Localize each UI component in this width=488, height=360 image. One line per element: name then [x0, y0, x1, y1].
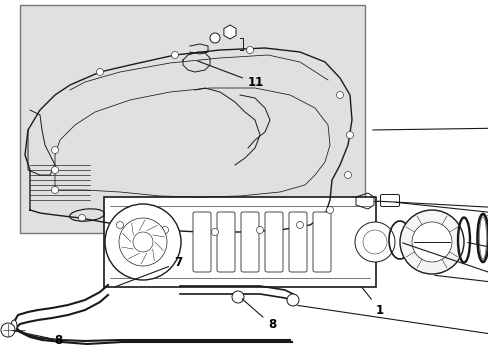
Circle shape	[161, 226, 168, 234]
Circle shape	[326, 207, 333, 213]
Circle shape	[411, 222, 451, 262]
Text: 1: 1	[361, 287, 383, 316]
Circle shape	[296, 221, 303, 229]
FancyBboxPatch shape	[104, 197, 375, 287]
Text: 4: 4	[467, 243, 488, 302]
Circle shape	[399, 210, 463, 274]
FancyBboxPatch shape	[20, 5, 364, 233]
Circle shape	[105, 204, 181, 280]
Text: 3: 3	[402, 243, 488, 311]
FancyBboxPatch shape	[380, 194, 399, 207]
Circle shape	[96, 68, 103, 76]
Circle shape	[346, 131, 353, 139]
FancyBboxPatch shape	[312, 212, 330, 272]
Text: 10: 10	[377, 201, 488, 226]
Text: 7: 7	[114, 256, 182, 287]
Text: 12: 12	[372, 118, 488, 131]
Circle shape	[231, 291, 244, 303]
FancyBboxPatch shape	[264, 212, 283, 272]
FancyBboxPatch shape	[217, 212, 235, 272]
Text: 2: 2	[434, 275, 488, 306]
Circle shape	[246, 46, 253, 54]
Text: 9: 9	[395, 202, 488, 221]
Circle shape	[344, 171, 351, 179]
Circle shape	[116, 221, 123, 229]
Text: 5: 5	[487, 216, 488, 306]
Circle shape	[51, 186, 59, 194]
Circle shape	[354, 222, 394, 262]
Circle shape	[336, 91, 343, 99]
Text: 8: 8	[13, 330, 62, 346]
Text: 6: 6	[297, 305, 488, 342]
Circle shape	[51, 147, 59, 153]
Circle shape	[211, 229, 218, 235]
Circle shape	[51, 166, 59, 174]
Text: 11: 11	[197, 61, 264, 90]
Circle shape	[133, 232, 153, 252]
Circle shape	[171, 51, 178, 58]
Circle shape	[362, 230, 386, 254]
Circle shape	[79, 215, 85, 221]
FancyBboxPatch shape	[193, 212, 210, 272]
Circle shape	[286, 294, 298, 306]
Circle shape	[1, 323, 15, 337]
Text: 8: 8	[242, 299, 276, 332]
Circle shape	[119, 218, 167, 266]
Ellipse shape	[11, 320, 17, 332]
Circle shape	[256, 226, 263, 234]
FancyBboxPatch shape	[288, 212, 306, 272]
Circle shape	[209, 33, 220, 43]
FancyBboxPatch shape	[241, 212, 259, 272]
